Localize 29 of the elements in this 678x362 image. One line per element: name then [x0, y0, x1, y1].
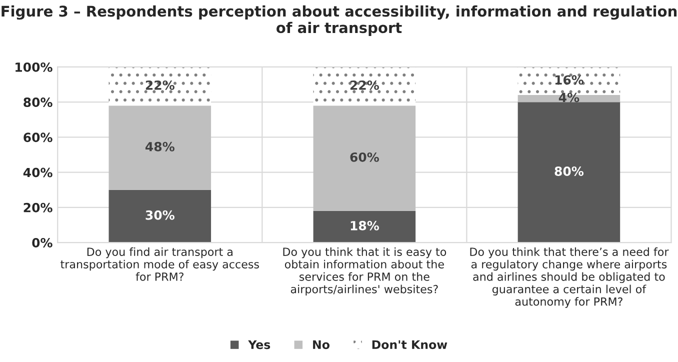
- y-tick-label: 0%: [32, 238, 52, 248]
- data-label: 30%: [146, 210, 174, 220]
- chart-title: Figure 3 – Respondents perception about accessibility, information and regulation of air transport: [2, 5, 677, 36]
- x-tick-label: Do you think that it is easy to obtain information about the services for PRM on the airports/airlines' websites?: [283, 247, 446, 296]
- bar: [313, 106, 416, 211]
- data-label: 80%: [554, 166, 584, 176]
- bar: [108, 66, 212, 106]
- x-tick-label: Do you think that there’s a need for a regulatory change where airports and airlines should be obligated to guarantee a certain level of autonomy for PRM?: [470, 247, 669, 308]
- bar: [108, 106, 212, 190]
- bar: [313, 66, 416, 106]
- data-label: 60%: [350, 152, 379, 162]
- data-label: 16%: [555, 75, 584, 85]
- y-tick-label: 20%: [24, 202, 52, 212]
- legend-label: Yes: [248, 340, 270, 350]
- bar: [313, 210, 416, 243]
- data-label: 4%: [558, 92, 580, 102]
- data-label: 48%: [146, 142, 174, 152]
- data-label: 18%: [350, 220, 379, 230]
- y-tick-label: 100%: [16, 62, 52, 72]
- bar: [518, 102, 620, 243]
- x-tick-label: Do you find air transport a transportation mode of easy access for PRM?: [60, 247, 259, 281]
- y-tick-label: 40%: [23, 168, 52, 178]
- bar: [108, 190, 212, 243]
- y-tick-label: 60%: [24, 132, 52, 142]
- data-label: 22%: [350, 80, 379, 90]
- legend-label: Don't Know: [372, 340, 448, 350]
- legend-label: No: [313, 340, 330, 350]
- data-label: 22%: [146, 80, 174, 90]
- y-tick-label: 80%: [24, 98, 52, 108]
